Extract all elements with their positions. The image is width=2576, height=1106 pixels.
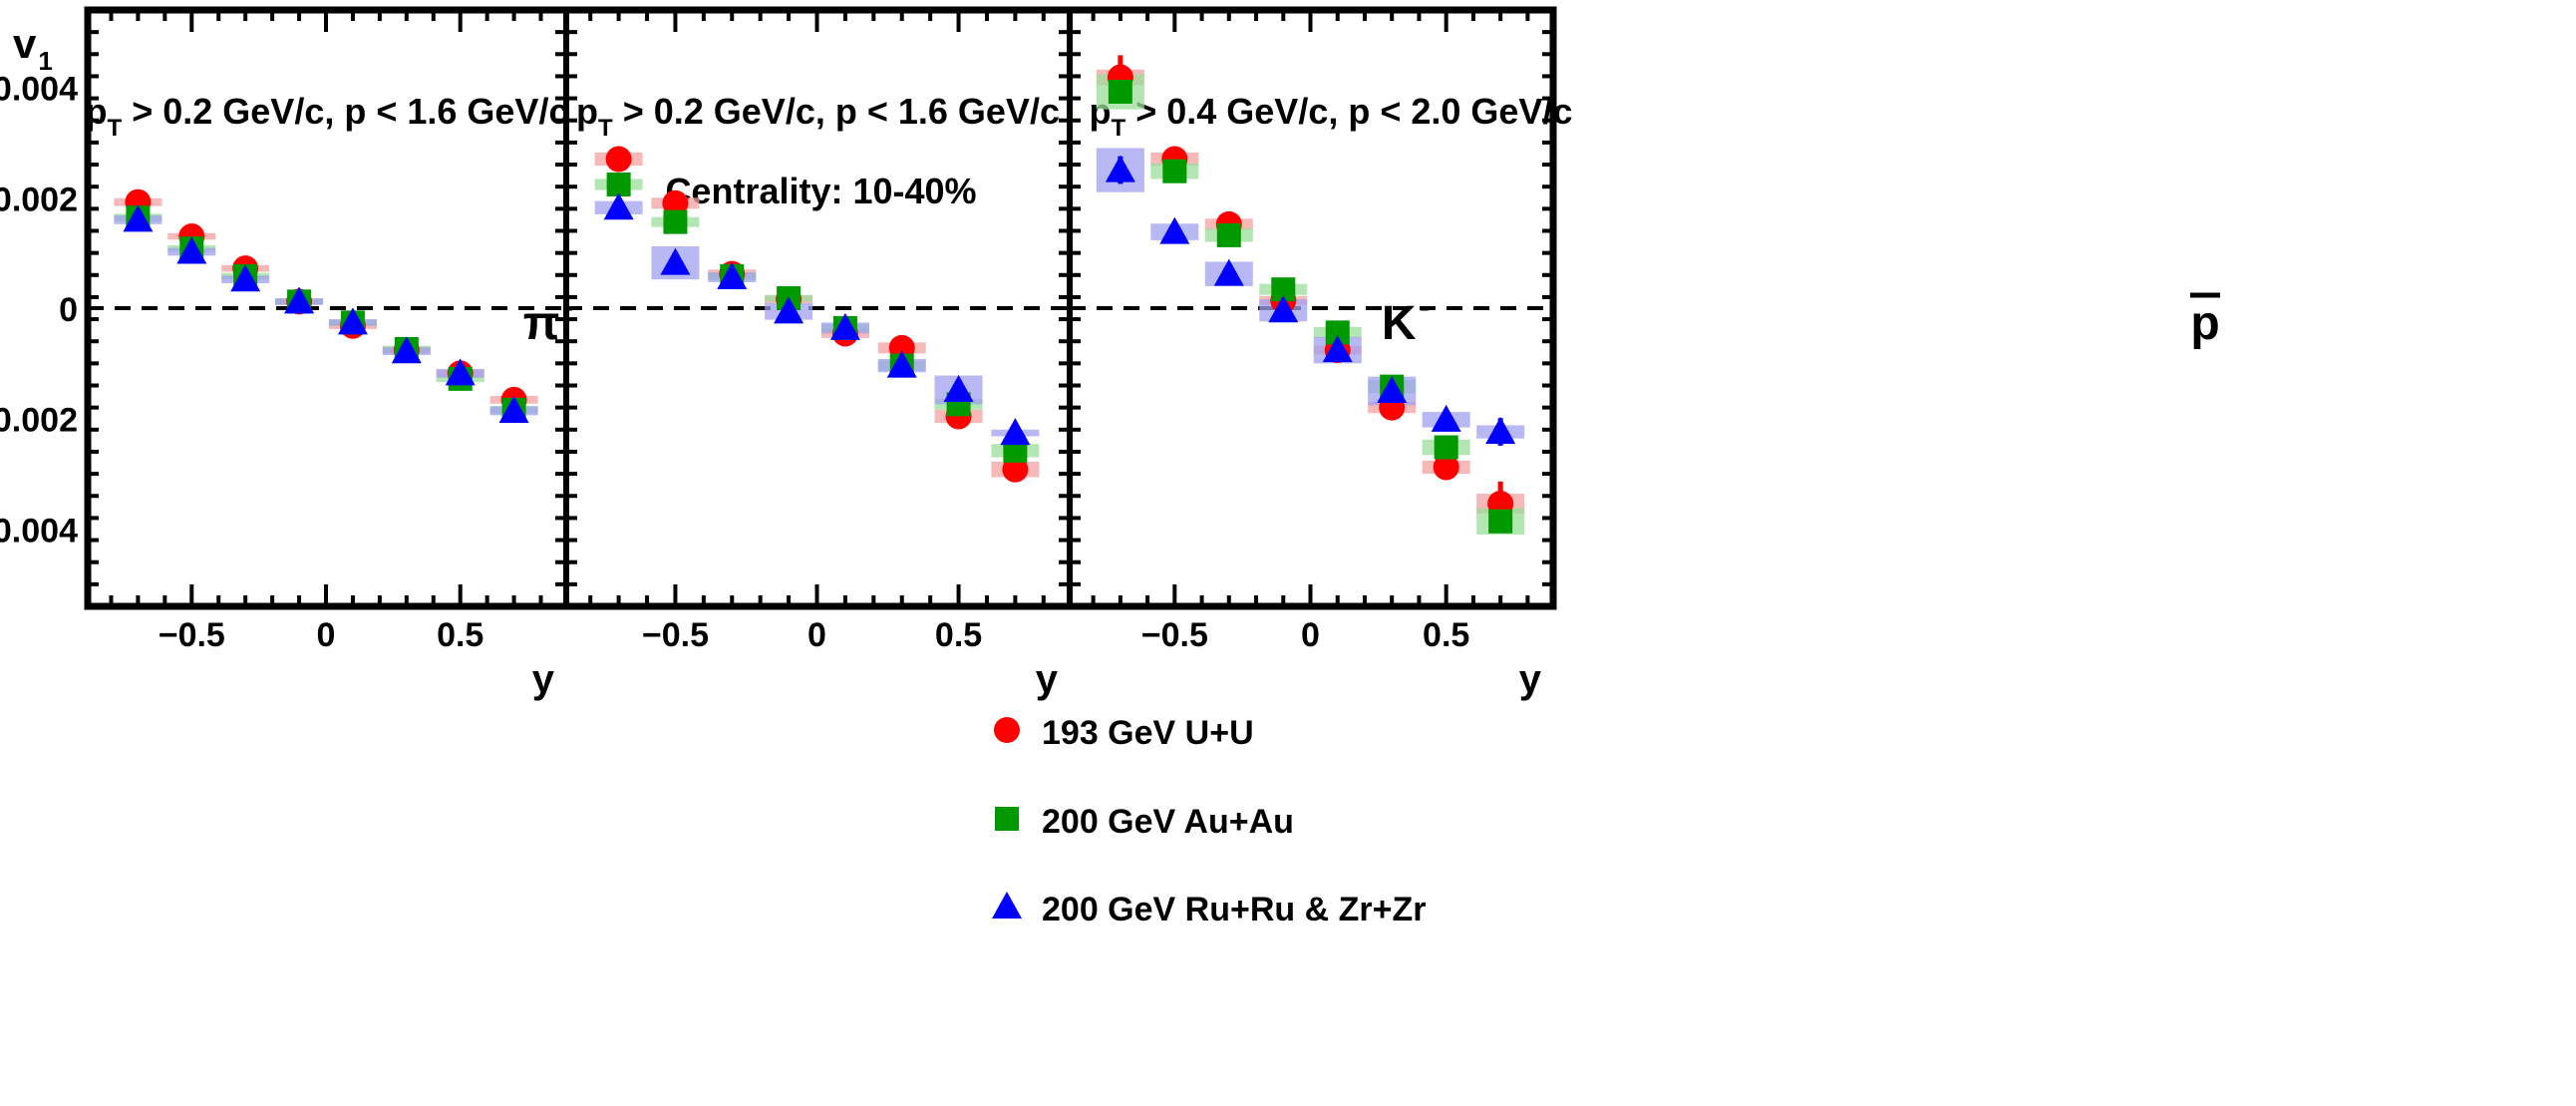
point-auau [663,209,688,234]
x-tick-label: 0.5 [1423,616,1469,654]
point-uu [662,189,689,216]
point-isobar [391,336,422,364]
legend-marker-auau [995,807,1019,831]
x-axis-title: y [532,657,555,701]
cut-label-main: p [576,91,598,132]
axes: v1 0.004 0.002 0 −0.002 −0.004 [0,20,78,550]
point-isobar [123,204,154,232]
particle-label-main: K [1382,297,1417,350]
x-tick-label: −0.5 [1141,616,1208,654]
x-tick-label: 0.5 [437,616,483,654]
x-tick-label: 0 [1301,616,1320,654]
x-tick-label: −0.5 [159,616,225,654]
point-isobar [1268,295,1299,323]
point-isobar [943,374,974,402]
cut-label-rest: > 0.2 GeV/c, p < 1.6 GeV/c [613,91,1060,132]
frame [84,6,1557,610]
point-auau [1434,435,1458,460]
legend-marker-isobar [992,892,1022,919]
y-axis-title-main: v [13,20,37,67]
point-isobar [1213,258,1244,286]
point-auau [1162,159,1187,184]
point-isobar [1377,376,1408,404]
legend-label-isobar: 200 GeV Ru+Ru & Zr+Zr [1042,891,1426,928]
y-tick-label: 0.004 [0,71,78,109]
panel-3-cut-label: pT > 0.4 GeV/c, p < 2.0 GeV/c [1090,91,1573,142]
particle-label-main: p [2190,297,2219,350]
point-isobar [717,261,748,289]
point-isobar [1322,335,1353,363]
y-tick-label: −0.002 [0,402,78,440]
point-isobar [603,192,634,220]
cut-label-rest: > 0.2 GeV/c, p < 1.6 GeV/c [122,91,568,132]
panel-2-cut-label: pT > 0.2 GeV/c, p < 1.6 GeV/c [576,91,1060,142]
x-tick-label: −0.5 [642,616,709,654]
panel-2-particle-label: K- [1382,288,1430,350]
point-auau [1108,79,1132,104]
x-tick-label: 0 [807,616,826,654]
legend-marker-uu [994,717,1020,743]
point-isobar [498,395,529,423]
y-axis-title-sub: 1 [38,46,52,76]
legend-label-auau: 200 GeV Au+Au [1042,803,1294,841]
point-isobar [176,236,207,264]
point-isobar [284,286,315,314]
x-tick-label: 0 [317,616,336,654]
point-isobar [337,307,368,335]
y-tick-label: −0.004 [0,512,78,550]
cut-label-rest: > 0.4 GeV/c, p < 2.0 GeV/c [1126,91,1572,132]
y-tick-label: 0.002 [0,181,78,218]
legend-label-uu: 193 GeV U+U [1042,714,1254,752]
point-auau [1488,509,1513,534]
point-uu [1002,456,1029,483]
point-isobar [1159,216,1190,244]
plot-frame [84,6,1557,610]
point-uu [605,146,632,173]
point-isobar [1105,155,1135,183]
point-uu [1433,454,1459,481]
cut-label-sub: T [1112,115,1127,142]
x-axis-title: y [1519,657,1542,701]
point-isobar [829,312,860,340]
point-isobar [1485,417,1516,445]
particle-label-main: π [523,297,560,350]
point-isobar [445,358,476,386]
point-isobar [1000,418,1031,446]
point-isobar [886,350,917,378]
point-isobar [660,247,691,275]
y-axis-title: v1 [13,20,53,76]
point-auau [1216,222,1241,247]
panel-3: −0.5 0 0.5 y pT > 0.4 GeV/c, p < 2.0 GeV/c p [1070,10,2220,701]
point-isobar [774,296,805,324]
point-isobar [230,264,261,292]
point-isobar [1431,404,1461,432]
panel-1-cut-label: pT > 0.2 GeV/c, p < 1.6 GeV/c [86,91,569,142]
panel-2-centrality-label: Centrality: 10-40% [665,171,976,211]
cut-label-sub: T [598,115,613,142]
panel-3-particle-label: p [2190,297,2219,350]
x-tick-label: 0.5 [935,616,982,654]
y-tick-label: 0 [59,291,78,329]
cut-label-sub: T [108,115,123,142]
legend: 193 GeV U+U 200 GeV Au+Au 200 GeV Ru+Ru & … [992,714,1426,928]
point-auau [606,172,631,196]
x-axis-title: y [1036,657,1059,701]
